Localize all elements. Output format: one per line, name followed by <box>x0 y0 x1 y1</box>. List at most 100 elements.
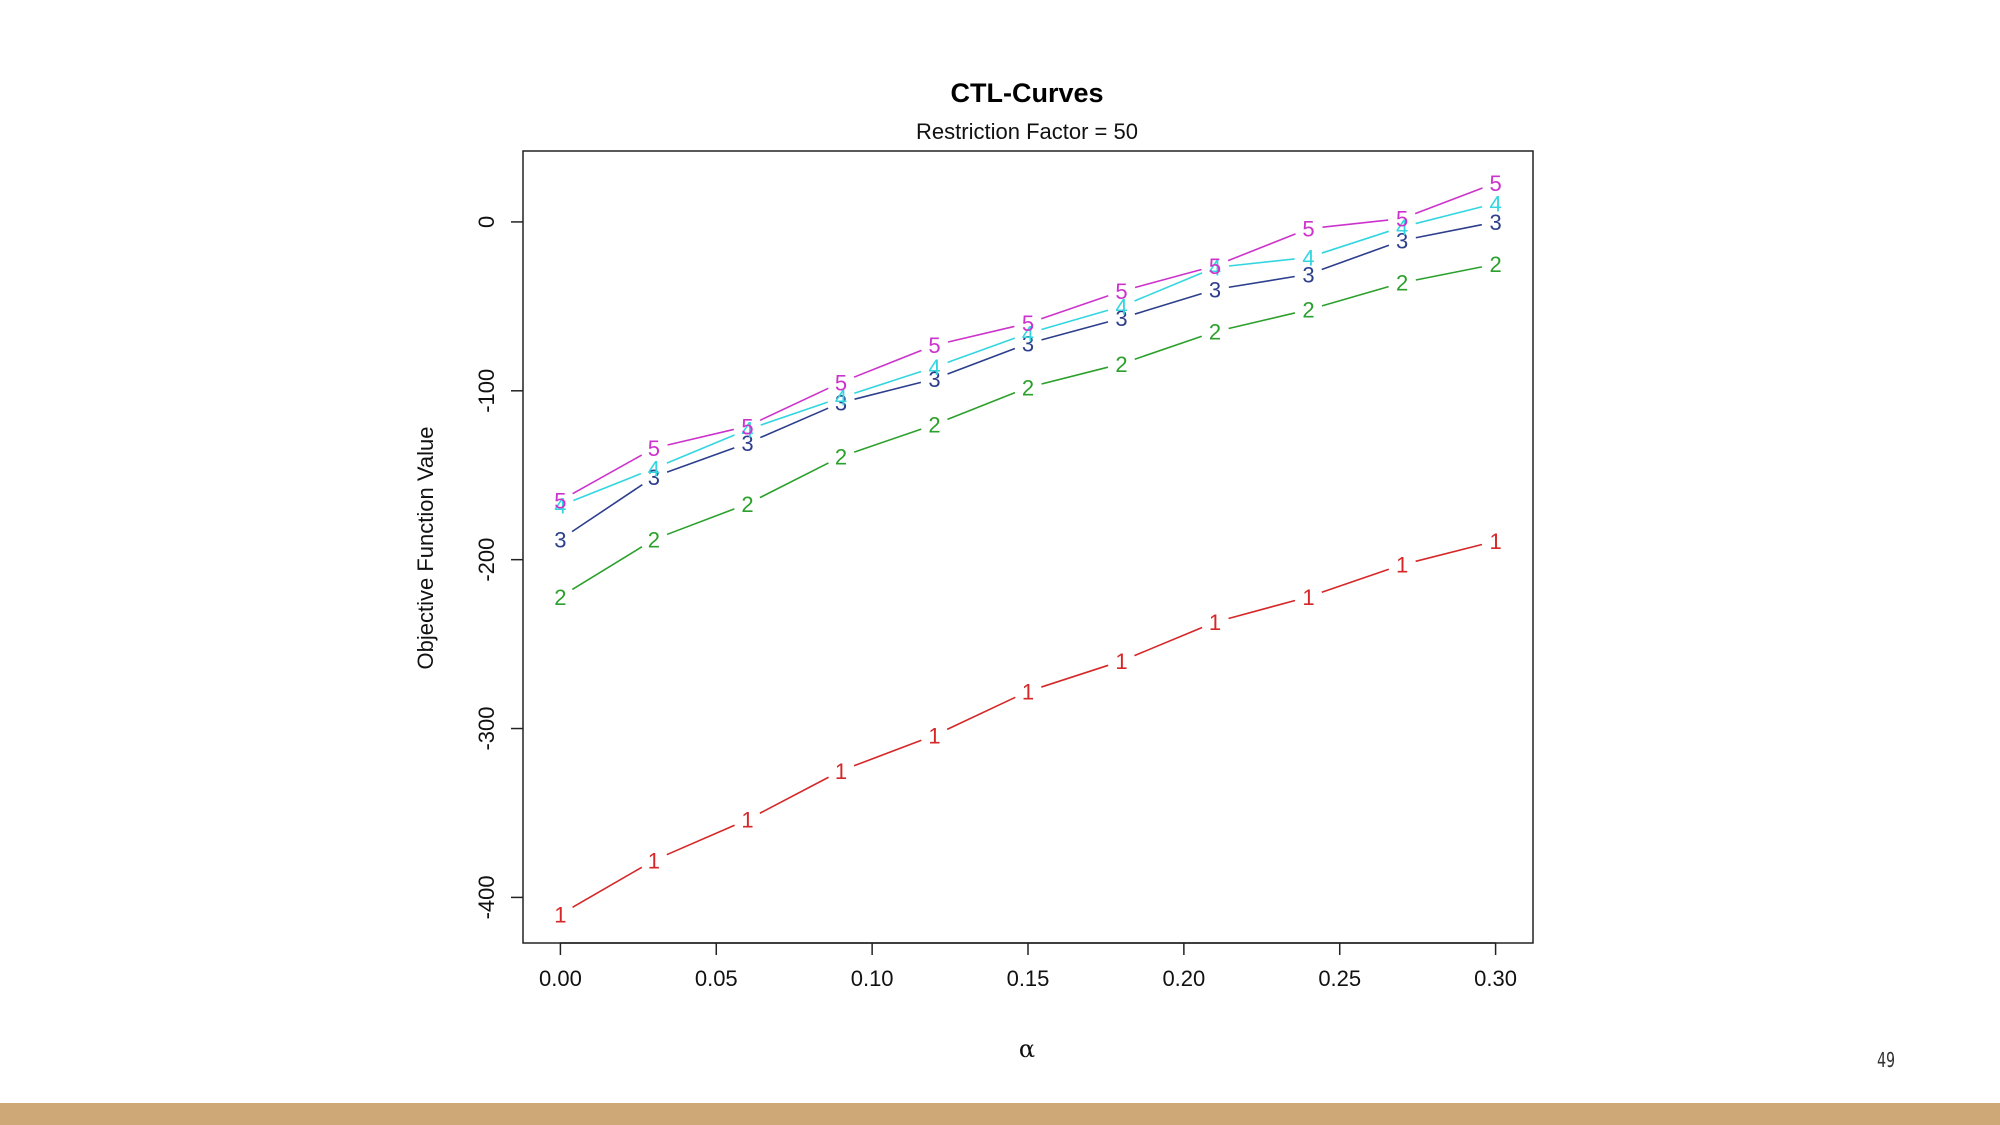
series-5-point: 5 <box>554 489 566 514</box>
series-4-segment <box>1321 230 1390 254</box>
series-3-segment <box>1321 244 1390 271</box>
page-number: 49 <box>1876 1048 1895 1072</box>
series-2-segment <box>1415 266 1483 281</box>
series-2-point: 2 <box>1115 352 1127 377</box>
series-2-segment <box>1228 312 1296 330</box>
series-5-segment <box>1040 294 1109 320</box>
series-3-point: 3 <box>1022 332 1034 357</box>
series-4-point: 4 <box>554 494 566 519</box>
series-4-point: 4 <box>928 355 940 380</box>
series-3-segment <box>947 347 1016 375</box>
chart-subtitle: Restriction Factor = 50 <box>916 119 1138 144</box>
series-5-segment <box>853 349 922 378</box>
series-4-segment <box>666 434 735 464</box>
series-5-point: 5 <box>648 436 660 461</box>
series-1-segment <box>853 739 922 767</box>
series-5-point: 5 <box>1489 171 1501 196</box>
series-5-segment <box>572 454 643 495</box>
series-3-point: 3 <box>1489 210 1501 235</box>
series-5-segment <box>1134 268 1202 289</box>
series-5: 5 5 5 5 5 5 5 5 5 5 5 <box>554 171 1501 513</box>
series-1-point: 1 <box>1115 649 1127 674</box>
series-3-segment <box>571 484 643 533</box>
x-axis: 0.00 0.05 0.10 0.15 0.20 0.25 0.30 <box>539 942 1517 991</box>
series-3-segment <box>1228 275 1295 289</box>
series-4-point: 4 <box>835 386 847 411</box>
series-1-segment <box>946 696 1016 731</box>
series-5-segment <box>1322 219 1389 228</box>
series-2-point: 2 <box>1209 320 1221 345</box>
series-4-point: 4 <box>1209 256 1221 281</box>
series-2-point: 2 <box>928 413 940 438</box>
series-4-segment <box>1134 272 1203 302</box>
series-4-point: 4 <box>741 418 753 443</box>
y-tick-label: -200 <box>474 538 499 582</box>
series-2-segment <box>759 462 829 499</box>
series-5-segment <box>1227 233 1296 262</box>
series-3-point: 3 <box>648 465 660 490</box>
series-3-segment <box>759 407 829 439</box>
series-2-point: 2 <box>648 527 660 552</box>
series-3-segment <box>1134 292 1202 315</box>
series-4-segment <box>760 401 828 426</box>
chart-title: CTL-Curves <box>950 78 1103 108</box>
series-4-point: 4 <box>1022 321 1034 346</box>
series-2-point: 2 <box>835 445 847 470</box>
series-5-point: 5 <box>1209 254 1221 279</box>
series-4-point: 4 <box>1115 294 1127 319</box>
series-1-segment <box>1321 568 1390 594</box>
x-tick-label: 0.25 <box>1318 966 1361 991</box>
series-3-point: 3 <box>1302 262 1314 287</box>
series-2-segment <box>853 428 922 453</box>
x-axis-label: α <box>1019 1035 1035 1063</box>
series-5-point: 5 <box>1302 217 1314 242</box>
series-4-segment <box>1415 206 1483 225</box>
series-2-point: 2 <box>1022 375 1034 400</box>
series-layer: 1111111111122222222222333333333334444444… <box>554 171 1501 927</box>
series-1-segment <box>1415 543 1483 563</box>
footer-bar <box>0 1103 2000 1125</box>
y-axis: -400 -300 -200 -100 0 <box>474 216 523 919</box>
plot-frame <box>522 150 1534 944</box>
series-4-segment <box>947 337 1016 364</box>
series-3-segment <box>1415 223 1483 239</box>
ctl-curves-chart: CTL-Curves Restriction Factor = 50 0.00 0… <box>413 78 1534 1063</box>
series-1: 1 1 1 1 1 1 1 1 1 1 1 <box>554 529 1501 927</box>
y-tick-label: -300 <box>474 707 499 751</box>
series-2-point: 2 <box>554 585 566 610</box>
series-5-segment <box>759 387 829 422</box>
series-3-point: 3 <box>928 367 940 392</box>
series-3: 3 3 3 3 3 3 3 3 3 3 3 <box>554 210 1501 552</box>
series-1-segment <box>1041 664 1109 688</box>
x-tick-label: 0.30 <box>1474 966 1517 991</box>
series-4-segment <box>854 370 922 394</box>
series-5-point: 5 <box>741 414 753 439</box>
series-2: 2 2 2 2 2 2 2 2 2 2 2 <box>554 252 1501 610</box>
series-2-point: 2 <box>1302 298 1314 323</box>
series-1-segment <box>759 776 829 814</box>
series-2-point: 2 <box>1489 252 1501 277</box>
series-1-point: 1 <box>1209 610 1221 635</box>
series-1-point: 1 <box>1396 553 1408 578</box>
series-3-point: 3 <box>1209 277 1221 302</box>
series-5-segment <box>947 325 1015 343</box>
series-3-segment <box>854 381 922 400</box>
series-5-point: 5 <box>1396 207 1408 232</box>
series-4-point: 4 <box>648 456 660 481</box>
series-2-point: 2 <box>741 492 753 517</box>
series-4: 4 4 4 4 4 4 4 4 4 4 4 <box>554 191 1501 518</box>
series-5-point: 5 <box>1115 279 1127 304</box>
series-4-point: 4 <box>1302 245 1314 270</box>
y-tick-label: -400 <box>474 875 499 919</box>
series-1-point: 1 <box>835 759 847 784</box>
series-2-point: 2 <box>1396 271 1408 296</box>
series-2-segment <box>1321 285 1389 307</box>
series-2-segment <box>1041 366 1109 385</box>
series-1-point: 1 <box>1302 585 1314 610</box>
series-5-point: 5 <box>1022 311 1034 336</box>
series-4-point: 4 <box>1489 191 1501 216</box>
series-1-segment <box>666 824 735 856</box>
series-2-segment <box>666 508 735 536</box>
series-3-point: 3 <box>741 431 753 456</box>
series-1-point: 1 <box>1022 679 1034 704</box>
